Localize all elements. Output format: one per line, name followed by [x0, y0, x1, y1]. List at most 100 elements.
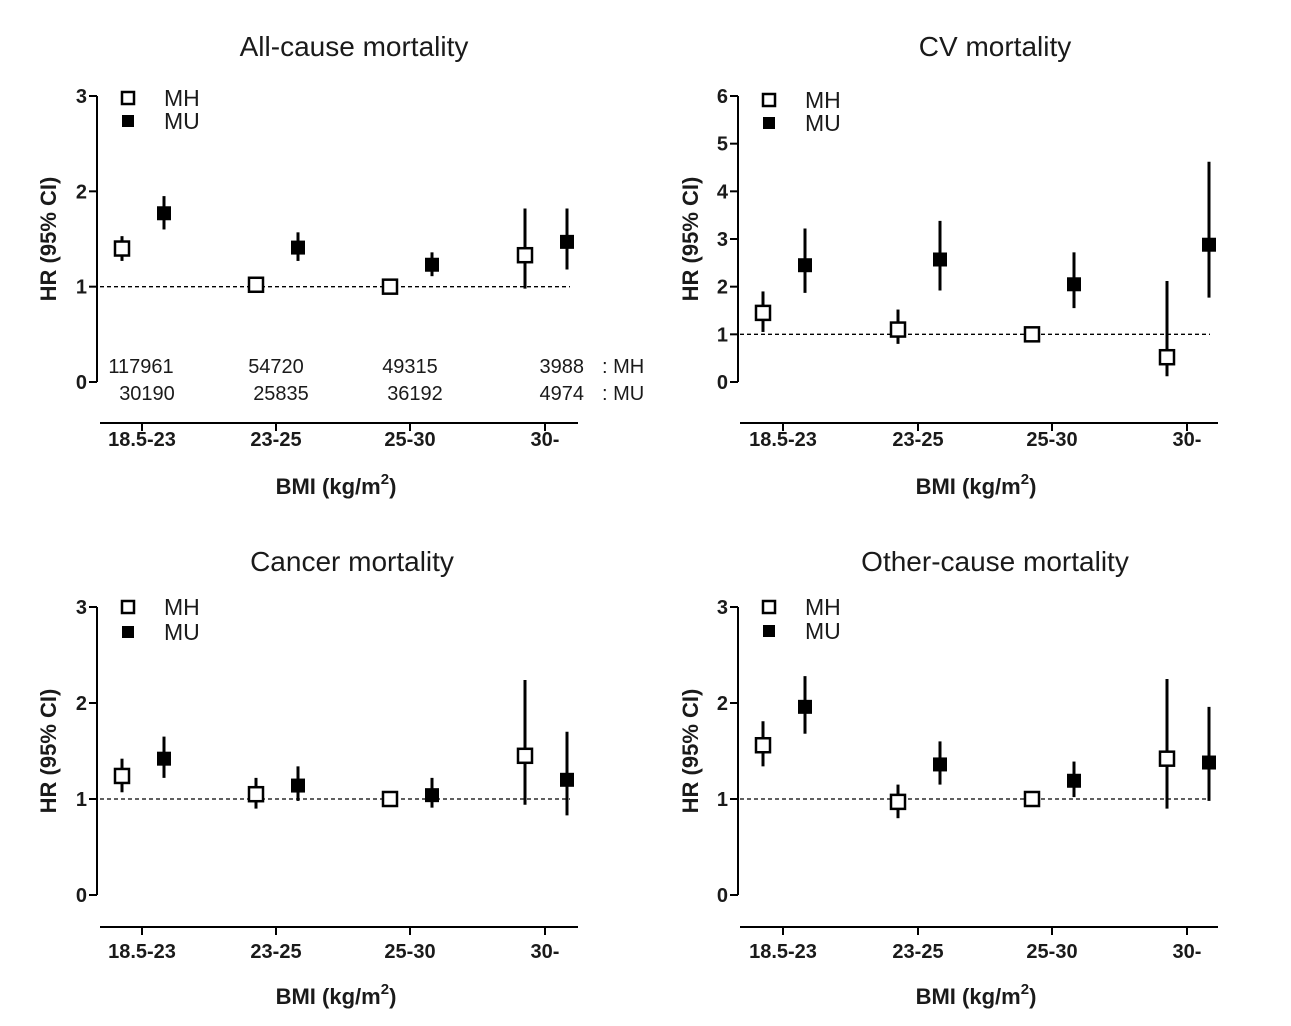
sample-count-label: : MH [602, 356, 644, 378]
legend-label: MU [805, 618, 841, 644]
x-tick-label: 25-30 [384, 429, 435, 451]
x-axis-label-close: ) [1029, 984, 1036, 1009]
x-axis-label: BMI (kg/m2) [276, 981, 397, 1009]
y-tick-label: 3 [717, 229, 728, 251]
legend-marker-filled-square [122, 626, 134, 638]
x-tick-label: 25-30 [1026, 429, 1077, 451]
chart-title: Other-cause mortality [861, 546, 1129, 577]
chart-title: CV mortality [919, 31, 1071, 62]
y-axis-label: HR (95% CI) [678, 177, 703, 302]
legend-label: MU [805, 110, 841, 136]
y-tick-label: 1 [76, 789, 87, 811]
y-axis-label: HR (95% CI) [678, 689, 703, 814]
data-point-filled-square [157, 206, 171, 220]
data-point-open-square [518, 248, 532, 262]
y-tick-label: 6 [717, 86, 728, 108]
sample-count-label: : MU [602, 383, 644, 405]
x-axis-label-text: BMI (kg/m [916, 984, 1021, 1009]
data-point-filled-square [560, 235, 574, 249]
y-axis-label: HR (95% CI) [36, 177, 61, 302]
y-tick-label: 1 [717, 789, 728, 811]
chart-panel-3: Cancer mortality0123HR (95% CI)18.5-23 23… [36, 546, 578, 1009]
sample-count: 36192 [387, 383, 443, 405]
x-axis-label-text: BMI (kg/m [276, 984, 381, 1009]
x-axis-label: BMI (kg/m2) [276, 471, 397, 499]
data-point-open-square [1160, 350, 1174, 364]
x-tick-label: 23-25 [892, 429, 943, 451]
data-point-filled-square [425, 258, 439, 272]
legend-marker-filled-square [122, 115, 134, 127]
y-tick-label: 2 [76, 693, 87, 715]
x-axis-label-text: BMI (kg/m [916, 474, 1021, 499]
sample-count: 3988 [540, 356, 585, 378]
data-point-open-square [249, 278, 263, 292]
chart-title: Cancer mortality [250, 546, 454, 577]
data-point-filled-square [1202, 756, 1216, 770]
sample-count: 4974 [540, 383, 585, 405]
legend-marker-filled-square [763, 625, 775, 637]
sample-count: 117961 [108, 356, 173, 378]
x-tick-label: 30- [1173, 941, 1202, 963]
sample-count: 49315 [382, 356, 438, 378]
legend-label: MH [805, 594, 841, 620]
x-axis-label-superscript: 2 [381, 981, 389, 998]
sample-count: 30190 [119, 383, 175, 405]
x-axis-label-superscript: 2 [381, 471, 389, 488]
x-tick-label: 25-30 [384, 941, 435, 963]
y-axis-label: HR (95% CI) [36, 689, 61, 814]
x-tick-label: 23-25 [892, 941, 943, 963]
data-point-filled-square [560, 773, 574, 787]
y-tick-label: 0 [76, 372, 87, 394]
x-axis-label-superscript: 2 [1021, 981, 1029, 998]
x-tick-label: 23-25 [250, 429, 301, 451]
x-axis-label: BMI (kg/m2) [916, 981, 1037, 1009]
x-tick-label: 18.5-23 [749, 941, 817, 963]
sample-count: 25835 [253, 383, 309, 405]
data-point-filled-square [157, 752, 171, 766]
chart-title: All-cause mortality [240, 31, 469, 62]
chart-panel-1: All-cause mortality 0 1 2 3 HR (95% CI) 18.5-2… [36, 31, 644, 499]
y-tick-label: 0 [717, 885, 728, 907]
x-axis-label-close: ) [389, 474, 396, 499]
data-point-filled-square [425, 788, 439, 802]
y-tick-label: 2 [717, 277, 728, 299]
y-tick-label: 2 [76, 181, 87, 203]
x-axis-label-text: BMI (kg/m [276, 474, 381, 499]
x-tick-label: 30- [531, 941, 560, 963]
x-tick-label: 18.5-23 [108, 429, 176, 451]
y-tick-label: 1 [717, 324, 728, 346]
data-point-filled-square [291, 779, 305, 793]
data-point-open-square [518, 749, 532, 763]
chart-panel-2: CV mortality 0 1 2 3 4 5 6 HR (95% CI) 18.5-23 23-… [678, 31, 1218, 499]
data-point-filled-square [1202, 238, 1216, 252]
x-axis-label-close: ) [389, 984, 396, 1009]
y-tick-label: 0 [717, 372, 728, 394]
x-axis-label-close: ) [1029, 474, 1036, 499]
data-point-open-square [756, 738, 770, 752]
legend-marker-open-square [763, 601, 775, 613]
x-tick-label: 30- [1173, 429, 1202, 451]
data-point-open-square [115, 242, 129, 256]
data-point-open-square [383, 280, 397, 294]
data-point-filled-square [798, 258, 812, 272]
y-tick-label: 3 [76, 86, 87, 108]
y-tick-label: 5 [717, 134, 728, 156]
data-point-open-square [115, 769, 129, 783]
sample-count: 54720 [248, 356, 304, 378]
data-point-open-square [1025, 792, 1039, 806]
x-axis-label: BMI (kg/m2) [916, 471, 1037, 499]
y-tick-label: 1 [76, 277, 87, 299]
x-tick-label: 25-30 [1026, 941, 1077, 963]
chart-panel-4: Other-cause mortality 0 1 2 3 HR (95% CI) 18.5… [678, 546, 1218, 1009]
data-point-filled-square [933, 252, 947, 266]
data-point-open-square [249, 787, 263, 801]
legend-label: MH [164, 594, 200, 620]
y-tick-label: 3 [717, 597, 728, 619]
y-tick-label: 3 [76, 597, 87, 619]
legend-label: MU [164, 108, 200, 134]
data-point-filled-square [291, 241, 305, 255]
data-point-open-square [891, 323, 905, 337]
data-point-open-square [1025, 327, 1039, 341]
data-point-open-square [383, 792, 397, 806]
